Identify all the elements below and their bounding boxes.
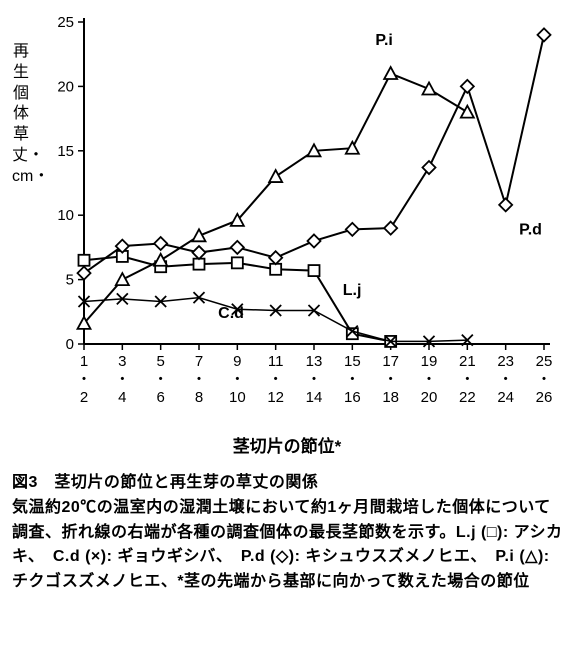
svg-text:・: ・ bbox=[460, 371, 475, 388]
svg-text:11: 11 bbox=[268, 353, 284, 370]
x-axis-label: 茎切片の節位* bbox=[12, 432, 562, 457]
svg-text:17: 17 bbox=[382, 353, 399, 370]
svg-text:・: ・ bbox=[153, 371, 168, 388]
series-label-Pd: P.d bbox=[519, 222, 542, 239]
svg-text:20: 20 bbox=[421, 389, 438, 406]
svg-text:0: 0 bbox=[66, 336, 74, 353]
svg-text:24: 24 bbox=[497, 389, 514, 406]
svg-text:15: 15 bbox=[344, 353, 361, 370]
svg-text:・: ・ bbox=[536, 371, 551, 388]
svg-text:・: ・ bbox=[76, 371, 91, 388]
svg-text:・: ・ bbox=[345, 371, 360, 388]
svg-text:14: 14 bbox=[306, 389, 323, 406]
caption-title: 図3 茎切片の節位と再生芽の草丈の関係 bbox=[12, 471, 563, 496]
svg-text:22: 22 bbox=[459, 389, 476, 406]
svg-text:4: 4 bbox=[118, 389, 126, 406]
svg-text:15: 15 bbox=[57, 143, 74, 160]
line-chart: 05101520251・23・45・67・89・1011・1213・1415・1… bbox=[12, 12, 562, 432]
svg-text:・: ・ bbox=[383, 371, 398, 388]
svg-text:13: 13 bbox=[306, 353, 323, 370]
y-axis-label: 再生個体草丈・cm・ bbox=[12, 42, 30, 188]
svg-text:6: 6 bbox=[156, 389, 164, 406]
svg-text:16: 16 bbox=[344, 389, 361, 406]
svg-text:8: 8 bbox=[195, 389, 203, 406]
svg-text:・: ・ bbox=[498, 371, 513, 388]
svg-text:18: 18 bbox=[382, 389, 399, 406]
svg-text:・: ・ bbox=[306, 371, 321, 388]
series-label-Pi: P.i bbox=[375, 32, 393, 49]
series-label-Lj: L.j bbox=[343, 282, 362, 299]
svg-text:5: 5 bbox=[156, 353, 164, 370]
svg-text:23: 23 bbox=[497, 353, 514, 370]
svg-text:12: 12 bbox=[267, 389, 284, 406]
series-Cd bbox=[84, 298, 467, 342]
svg-text:10: 10 bbox=[229, 389, 246, 406]
figure-caption: 図3 茎切片の節位と再生芽の草丈の関係 気温約20℃の温室内の湿潤土壌において約… bbox=[12, 471, 563, 595]
svg-text:1: 1 bbox=[80, 353, 88, 370]
caption-body: 気温約20℃の温室内の湿潤土壌において約1ヶ月間栽培した個体について調査、折れ線… bbox=[12, 496, 563, 595]
svg-text:19: 19 bbox=[421, 353, 438, 370]
svg-text:・: ・ bbox=[230, 371, 245, 388]
svg-text:5: 5 bbox=[66, 272, 74, 289]
svg-text:25: 25 bbox=[536, 353, 553, 370]
svg-text:9: 9 bbox=[233, 353, 241, 370]
svg-text:21: 21 bbox=[459, 353, 476, 370]
svg-text:・: ・ bbox=[115, 371, 130, 388]
svg-text:20: 20 bbox=[57, 78, 74, 95]
svg-text:2: 2 bbox=[80, 389, 88, 406]
svg-text:・: ・ bbox=[191, 371, 206, 388]
svg-text:26: 26 bbox=[536, 389, 553, 406]
svg-text:・: ・ bbox=[421, 371, 436, 388]
series-label-Cd: C.d bbox=[218, 305, 244, 322]
svg-text:10: 10 bbox=[57, 207, 74, 224]
svg-text:25: 25 bbox=[57, 14, 74, 31]
svg-text:・: ・ bbox=[268, 371, 283, 388]
svg-text:7: 7 bbox=[195, 353, 203, 370]
chart-container: 再生個体草丈・cm・ 05101520251・23・45・67・89・1011・… bbox=[12, 12, 562, 457]
svg-text:3: 3 bbox=[118, 353, 126, 370]
